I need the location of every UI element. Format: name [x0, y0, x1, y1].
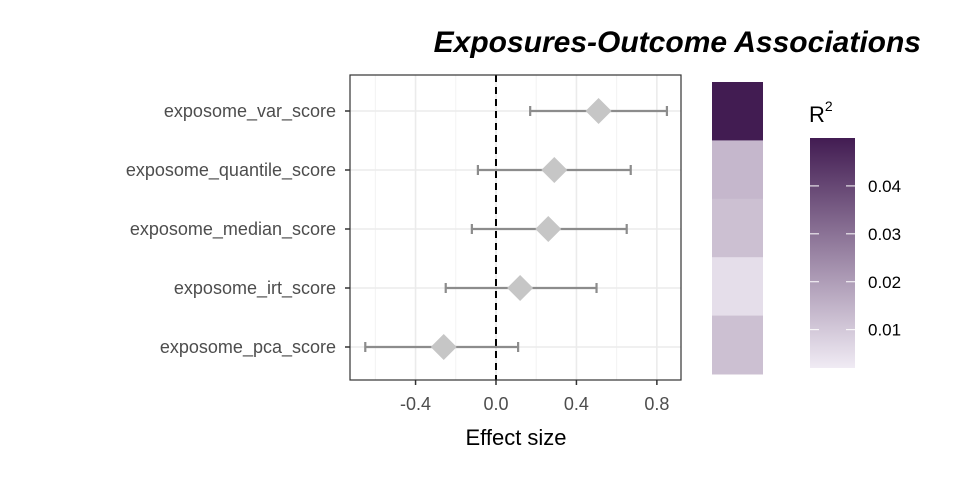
forest-row — [470, 216, 628, 242]
r2-tile — [712, 82, 763, 141]
r2-tile — [712, 140, 763, 200]
forest-row — [444, 275, 598, 301]
y-tick-label: exposome_var_score — [164, 101, 336, 122]
point-estimate — [541, 157, 568, 183]
point-estimate — [430, 334, 457, 360]
y-tick-label: exposome_pca_score — [160, 337, 336, 358]
y-tick-label: exposome_quantile_score — [126, 160, 336, 181]
legend-colorbar — [810, 138, 855, 368]
legend-tick-label: 0.04 — [868, 177, 901, 196]
plot-panel: exposome_var_score exposome_quantile_scor… — [126, 74, 682, 414]
r2-tile — [712, 315, 763, 375]
r2-tile — [712, 257, 763, 317]
point-estimate — [585, 98, 612, 124]
panel-background — [350, 75, 681, 380]
x-tick-label: 0.4 — [564, 394, 589, 414]
point-estimate — [535, 216, 562, 242]
legend-tick-label: 0.02 — [868, 273, 901, 292]
forest-row — [364, 334, 520, 360]
x-tick-label: -0.4 — [400, 394, 431, 414]
legend-tick-label: 0.01 — [868, 321, 901, 340]
y-tick-label: exposome_median_score — [130, 219, 336, 240]
legend: R2 0.01 0.02 0.03 0.04 — [809, 98, 901, 368]
legend-tick-label: 0.03 — [868, 225, 901, 244]
panel-border — [349, 74, 682, 381]
y-tick-label: exposome_irt_score — [174, 278, 336, 299]
x-tick-label: 0.8 — [644, 394, 669, 414]
r2-tile-column — [712, 82, 763, 375]
forest-row — [529, 98, 669, 124]
point-estimate — [507, 275, 534, 301]
x-axis-label: Effect size — [465, 425, 566, 450]
legend-title-superscript: 2 — [825, 98, 833, 114]
x-tick-label: 0.0 — [483, 394, 508, 414]
chart-title: Exposures-Outcome Associations — [434, 26, 921, 59]
legend-title: R2 — [809, 98, 833, 127]
forest-row — [476, 157, 632, 183]
r2-tile — [712, 198, 763, 258]
